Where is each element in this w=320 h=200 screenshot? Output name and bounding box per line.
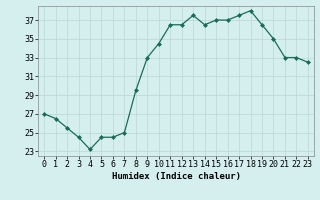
X-axis label: Humidex (Indice chaleur): Humidex (Indice chaleur) bbox=[111, 172, 241, 181]
